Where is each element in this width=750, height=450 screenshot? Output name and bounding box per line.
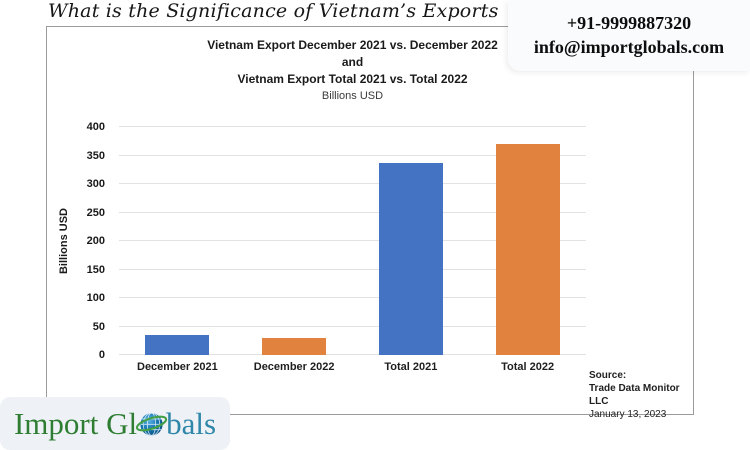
chart-title: Vietnam Export December 2021 vs. Decembe…	[119, 37, 586, 104]
y-tick-label: 350	[86, 149, 105, 162]
page-title: What is the Significance of Vietnam’s Ex…	[48, 0, 499, 22]
y-tick-label: 400	[86, 121, 105, 133]
gridline	[119, 211, 586, 213]
bar-total-2022	[495, 143, 560, 355]
bar-cell	[469, 127, 586, 355]
globe-icon	[135, 413, 168, 436]
gridline	[119, 126, 586, 127]
logo-text: Import Gl bals	[14, 407, 216, 440]
gridline	[119, 240, 586, 241]
gridline	[119, 268, 586, 270]
chart-container: Vietnam Export December 2021 vs. Decembe…	[46, 26, 694, 420]
gridline	[119, 297, 586, 298]
chart-subtitle: Billions USD	[321, 90, 384, 102]
y-tick-label: 300	[86, 178, 105, 190]
gridline	[119, 154, 586, 156]
contact-email: info@importglobals.com	[533, 37, 725, 57]
source-label: Source:	[589, 370, 627, 381]
y-tick-label: 100	[86, 292, 105, 304]
gridline	[119, 183, 586, 184]
bars-row	[119, 127, 586, 355]
x-axis-label: Total 2021	[384, 361, 438, 373]
bar-cell	[119, 127, 236, 355]
bar-cell	[236, 127, 353, 355]
y-tick-label: 150	[86, 263, 105, 276]
bar-december-2022	[262, 337, 327, 355]
gridlines	[119, 126, 586, 355]
contact-card: +91-9999887320 info@importglobals.com	[508, 0, 750, 71]
x-axis-label: December 2022	[253, 361, 335, 373]
plot-area	[119, 126, 586, 355]
y-tick-label: 0	[98, 349, 105, 361]
contact-phone: +91-9999887320	[566, 13, 692, 33]
source-block: Source: Trade Data Monitor LLC January 1…	[589, 369, 693, 421]
chart-title-line-1: Vietnam Export December 2021 vs. Decembe…	[207, 38, 498, 52]
gridline	[119, 354, 586, 355]
logo-text-primary: Import Gl	[13, 406, 138, 441]
bar-cell	[353, 127, 470, 355]
source-name: Trade Data Monitor LLC	[589, 383, 680, 407]
y-tick-label: 200	[86, 235, 105, 247]
logo: Import Gl bals	[0, 397, 230, 450]
logo-text-secondary: bals	[166, 406, 217, 441]
y-ticks: 0 50 100 150 200 250 300 350 400	[75, 121, 111, 361]
source-date: January 13, 2023	[589, 409, 667, 420]
chart-title-line-2: and	[341, 55, 364, 69]
bar-total-2021	[378, 163, 443, 355]
y-axis-title: Billions USD	[58, 208, 70, 275]
chart-title-line-3: Vietnam Export Total 2021 vs. Total 2022	[237, 72, 468, 86]
bar-december-2021	[145, 335, 210, 355]
x-axis-label: December 2021	[137, 361, 218, 373]
gridline	[119, 325, 586, 327]
y-tick-label: 50	[92, 320, 105, 333]
x-axis-labels: December 2021 December 2022 Total 2021 Tota…	[119, 361, 586, 373]
x-axis-label: Total 2022	[501, 361, 555, 373]
y-tick-label: 250	[86, 206, 105, 219]
